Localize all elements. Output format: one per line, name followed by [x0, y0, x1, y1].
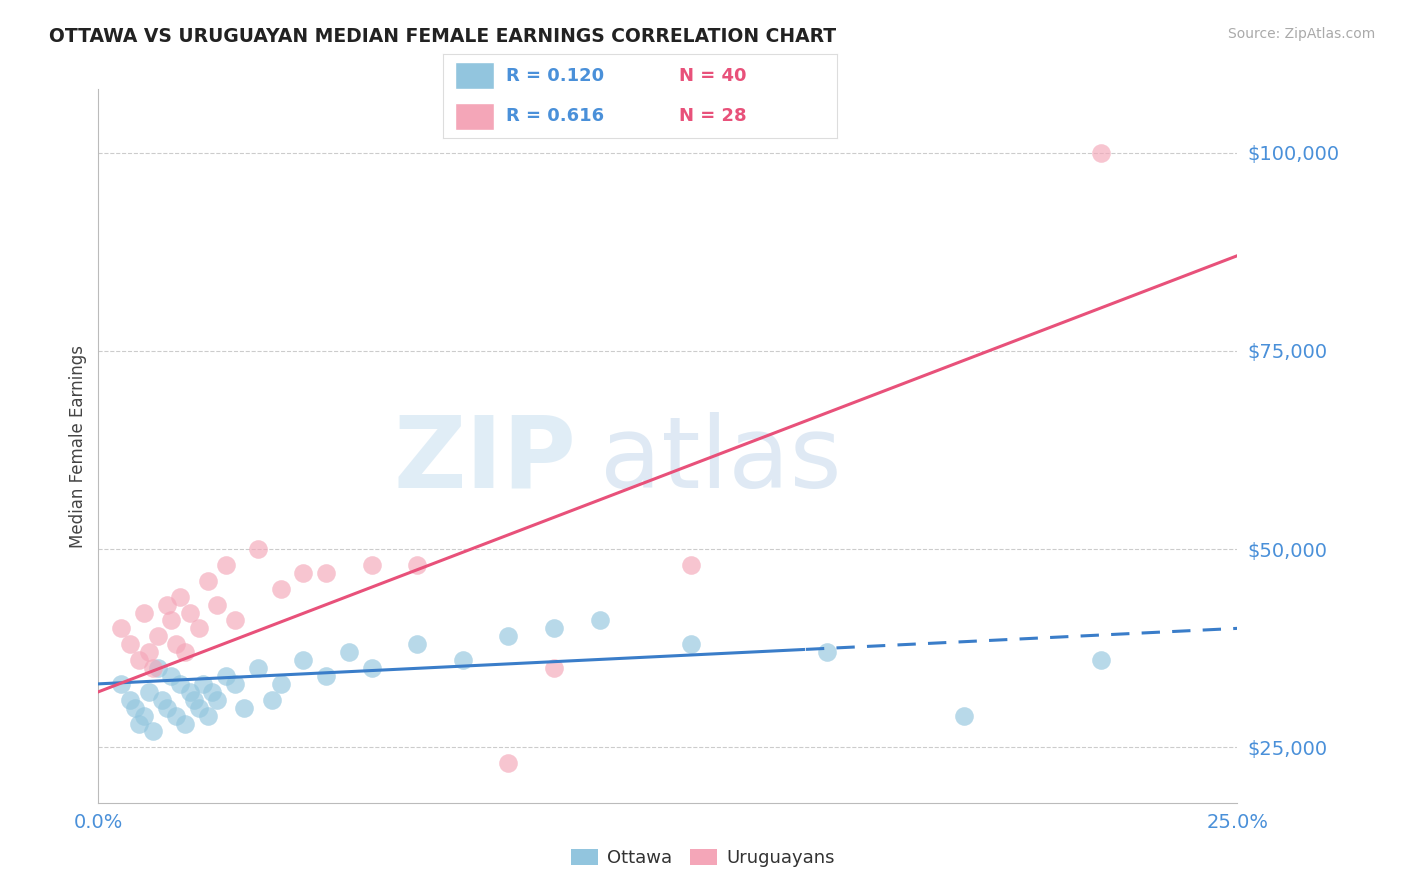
Text: atlas: atlas — [599, 412, 841, 508]
Point — [187, 700, 209, 714]
Point — [205, 692, 228, 706]
Point — [215, 669, 238, 683]
Point — [953, 708, 976, 723]
Point — [169, 677, 191, 691]
Point — [543, 621, 565, 635]
Point — [260, 692, 283, 706]
Point — [337, 645, 360, 659]
Point — [110, 621, 132, 635]
Point — [156, 598, 179, 612]
Point — [169, 590, 191, 604]
Point — [224, 677, 246, 691]
Point — [174, 716, 197, 731]
Text: ZIP: ZIP — [394, 412, 576, 508]
Point — [815, 645, 838, 659]
Point — [146, 629, 169, 643]
Point — [360, 558, 382, 572]
Point — [215, 558, 238, 572]
Legend: Ottawa, Uruguayans: Ottawa, Uruguayans — [564, 841, 842, 874]
Point — [224, 614, 246, 628]
Point — [179, 685, 201, 699]
Point — [160, 669, 183, 683]
Point — [187, 621, 209, 635]
Point — [138, 645, 160, 659]
Y-axis label: Median Female Earnings: Median Female Earnings — [69, 344, 87, 548]
Point — [165, 637, 187, 651]
Point — [197, 574, 219, 588]
Point — [132, 708, 155, 723]
Point — [124, 700, 146, 714]
Text: R = 0.616: R = 0.616 — [506, 107, 605, 125]
Point — [679, 558, 702, 572]
Point — [183, 692, 205, 706]
Point — [233, 700, 256, 714]
Point — [543, 661, 565, 675]
Point — [292, 653, 315, 667]
Point — [150, 692, 173, 706]
Point — [1090, 653, 1112, 667]
Point — [360, 661, 382, 675]
Point — [498, 756, 520, 771]
Point — [179, 606, 201, 620]
Point — [165, 708, 187, 723]
Point — [1090, 145, 1112, 160]
Point — [270, 582, 292, 596]
Text: Source: ZipAtlas.com: Source: ZipAtlas.com — [1227, 27, 1375, 41]
Point — [142, 724, 165, 739]
Point — [315, 669, 337, 683]
Point — [128, 653, 150, 667]
Text: OTTAWA VS URUGUAYAN MEDIAN FEMALE EARNINGS CORRELATION CHART: OTTAWA VS URUGUAYAN MEDIAN FEMALE EARNIN… — [49, 27, 837, 45]
Point — [128, 716, 150, 731]
Point — [406, 637, 429, 651]
Point — [315, 566, 337, 580]
Point — [120, 692, 142, 706]
Point — [110, 677, 132, 691]
Point — [246, 661, 269, 675]
Point — [174, 645, 197, 659]
Point — [160, 614, 183, 628]
Point — [156, 700, 179, 714]
Point — [197, 708, 219, 723]
Text: N = 40: N = 40 — [679, 67, 747, 85]
Point — [132, 606, 155, 620]
Point — [142, 661, 165, 675]
Point — [193, 677, 215, 691]
Point — [138, 685, 160, 699]
Point — [201, 685, 224, 699]
Point — [205, 598, 228, 612]
Point — [292, 566, 315, 580]
Point — [120, 637, 142, 651]
FancyBboxPatch shape — [454, 103, 494, 130]
Point — [498, 629, 520, 643]
Point — [588, 614, 610, 628]
Point — [679, 637, 702, 651]
FancyBboxPatch shape — [454, 62, 494, 89]
Text: N = 28: N = 28 — [679, 107, 747, 125]
Text: R = 0.120: R = 0.120 — [506, 67, 605, 85]
Point — [451, 653, 474, 667]
Point — [146, 661, 169, 675]
Point — [270, 677, 292, 691]
Point — [246, 542, 269, 557]
Point — [406, 558, 429, 572]
